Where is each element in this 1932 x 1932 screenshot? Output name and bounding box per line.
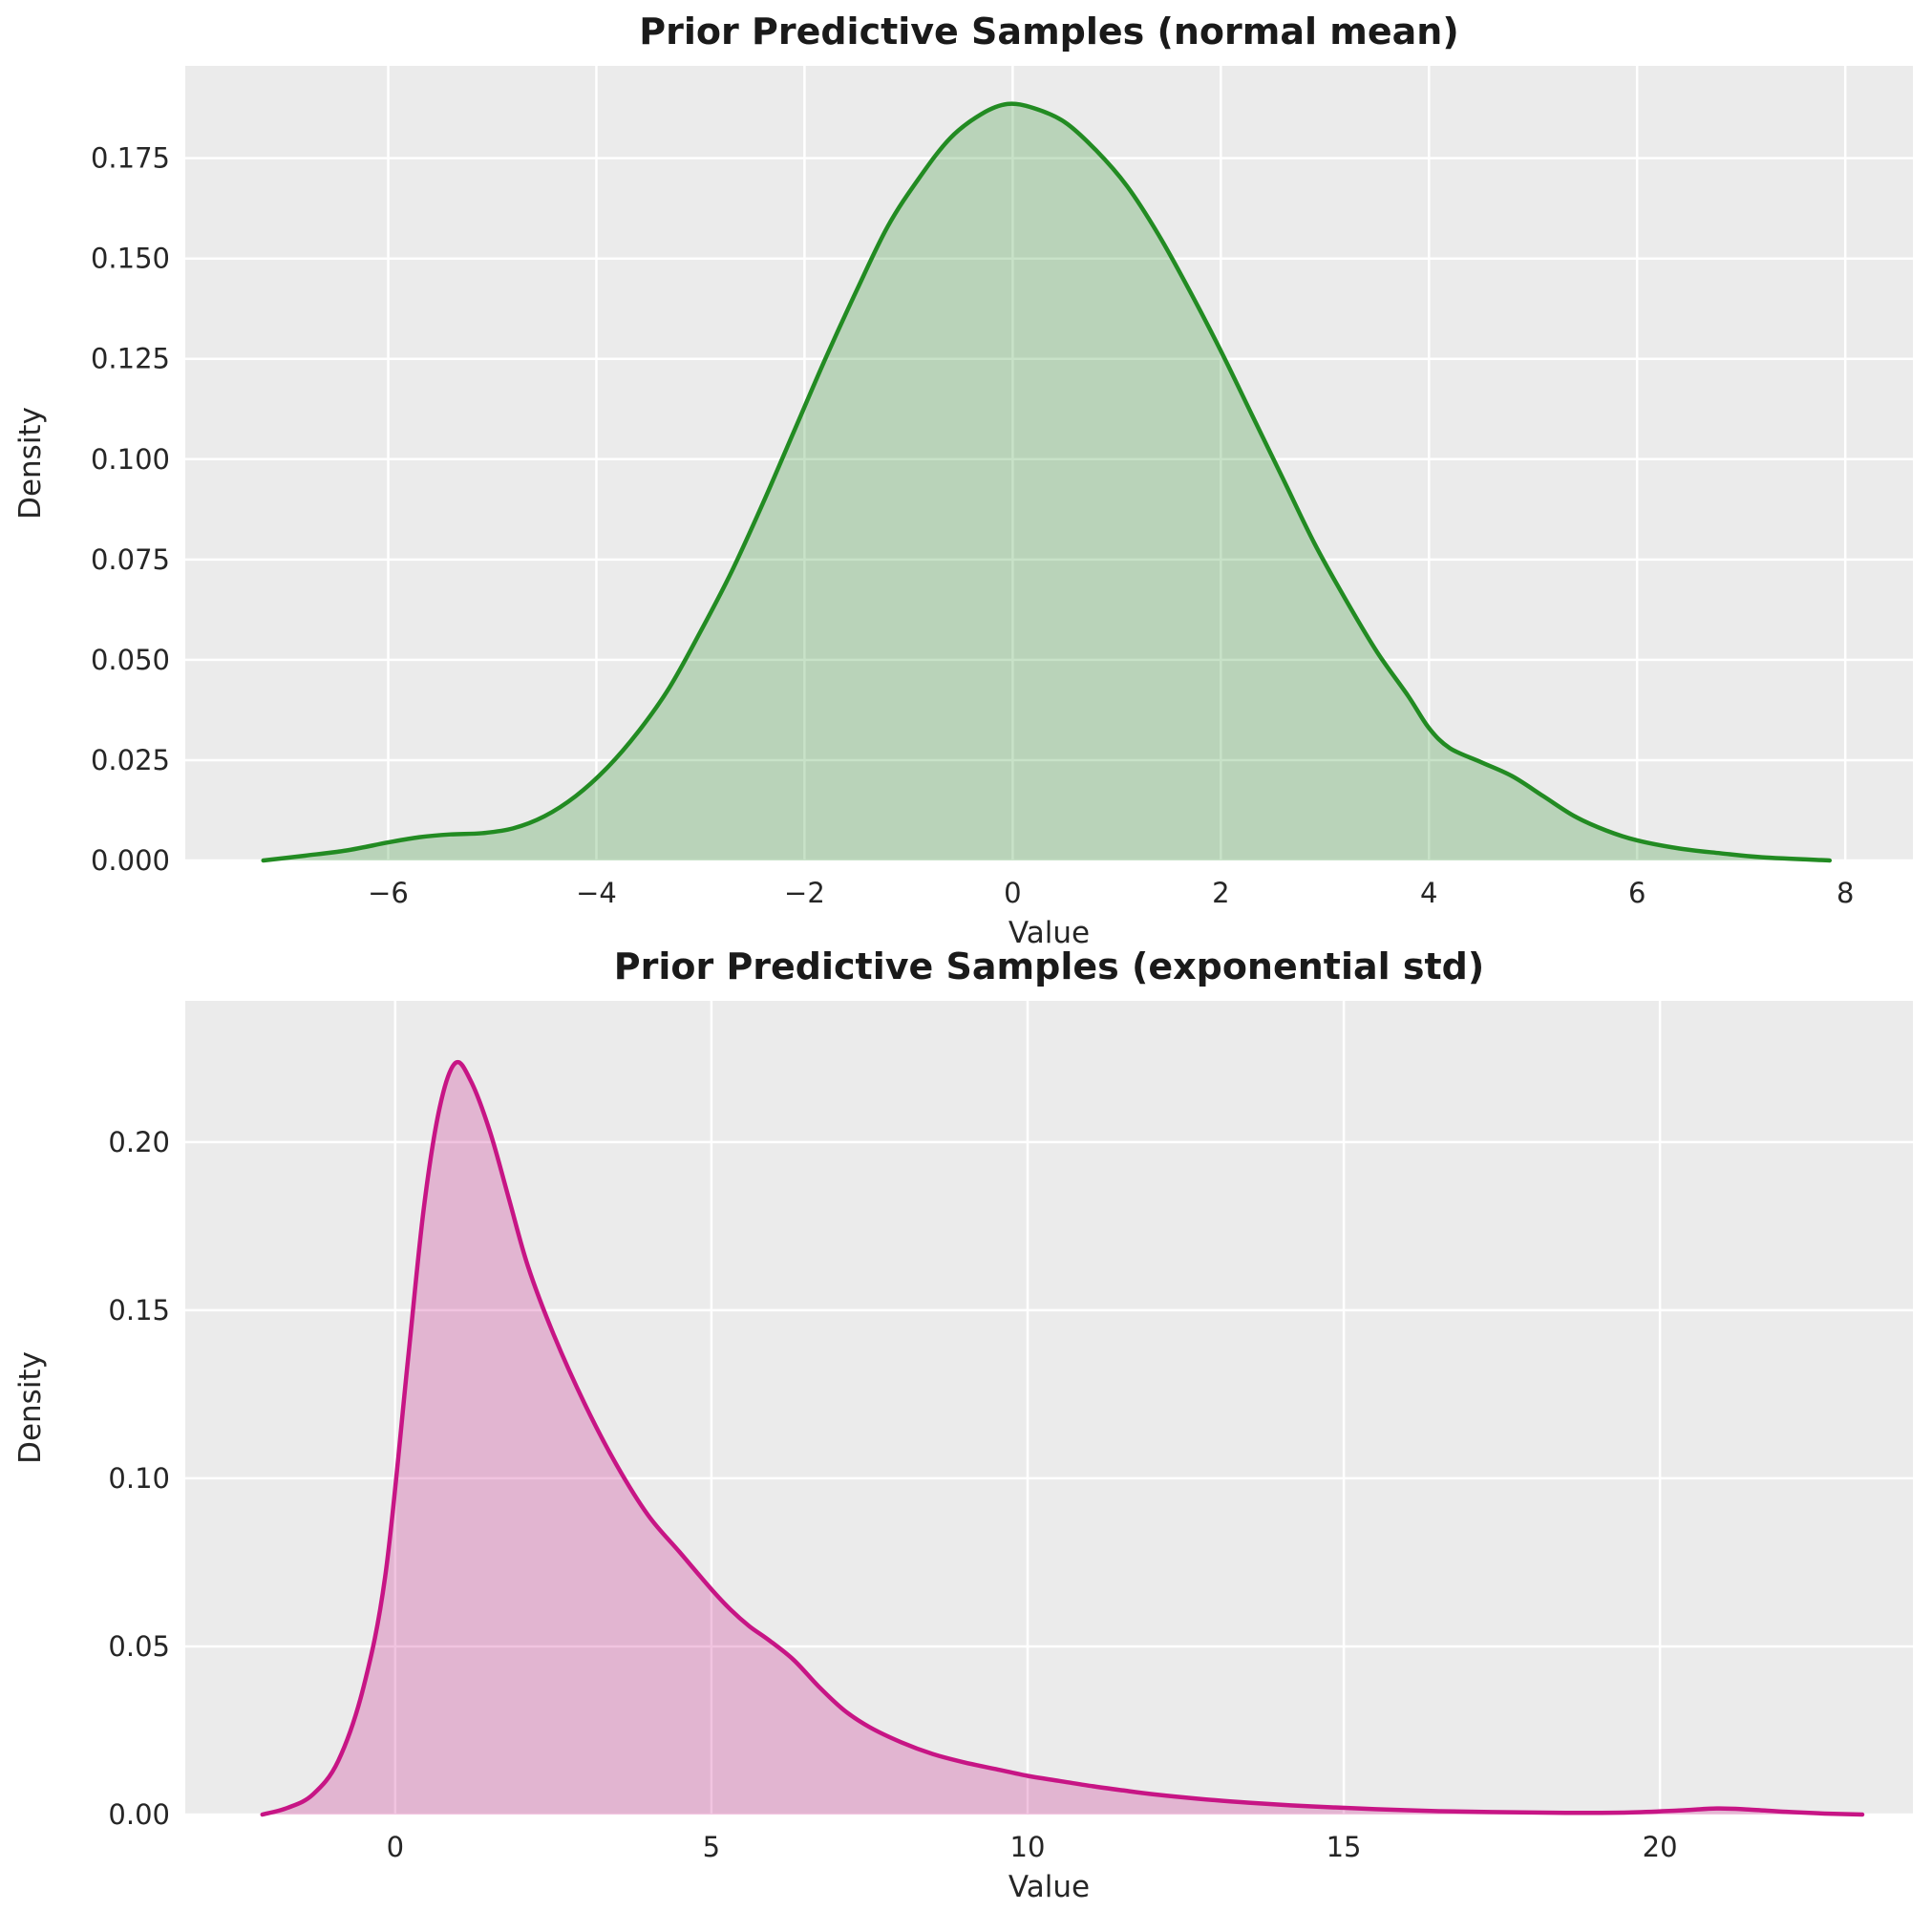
kde-line-prior-predictive-normal-mean: [261, 101, 1833, 863]
y-tick-label: 0.025: [91, 744, 170, 776]
y-tick-label: 0.075: [91, 543, 170, 576]
x-tick-label: 5: [703, 1831, 720, 1863]
y-tick-label: 0.00: [108, 1798, 170, 1831]
x-tick-label: 10: [1010, 1831, 1046, 1863]
x-axis-label: Value: [1008, 1870, 1090, 1904]
grid: [185, 1001, 1913, 1816]
subplot-normal-mean: Prior Predictive Samples (normal mean) −6…: [13, 11, 1913, 950]
y-tick-label: 0.100: [91, 443, 170, 476]
x-tick-label: 0: [1004, 877, 1021, 909]
y-tick-label: 0.000: [91, 844, 170, 877]
plot-title: Prior Predictive Samples (normal mean): [639, 11, 1458, 53]
plot-title: Prior Predictive Samples (exponential st…: [614, 945, 1485, 987]
x-tick-label: 6: [1628, 877, 1645, 909]
subplot-exponential-std: Prior Predictive Samples (exponential st…: [13, 945, 1913, 1904]
kde-fill-prior-predictive-normal-mean: [263, 103, 1830, 861]
kde-fill-prior-predictive-exponential-std: [262, 1062, 1863, 1815]
plot-area: [185, 1001, 1913, 1815]
y-tick-label: 0.20: [108, 1126, 170, 1158]
y-tick-label: 0.150: [91, 243, 170, 275]
x-tick-label: 4: [1420, 877, 1437, 909]
grid: [185, 66, 1913, 862]
x-tick-label: −6: [368, 877, 409, 909]
kde-line-prior-predictive-exponential-std: [260, 1059, 1865, 1817]
y-tick-label: 0.175: [91, 142, 170, 175]
y-tick-label: 0.10: [108, 1462, 170, 1495]
x-tick-label: 20: [1643, 1831, 1678, 1863]
x-tick-label: 2: [1212, 877, 1229, 909]
x-tick-label: 8: [1836, 877, 1854, 909]
x-tick-label: −2: [784, 877, 825, 909]
y-tick-label: 0.125: [91, 343, 170, 375]
x-axis-label: Value: [1008, 916, 1090, 950]
plot-area: [185, 66, 1913, 860]
y-axis-label: Density: [13, 407, 48, 520]
x-tick-label: −4: [576, 877, 617, 909]
y-tick-label: 0.15: [108, 1294, 170, 1327]
x-tick-label: 15: [1327, 1831, 1362, 1863]
x-tick-label: 0: [387, 1831, 404, 1863]
y-tick-label: 0.050: [91, 644, 170, 676]
y-axis-label: Density: [13, 1351, 48, 1464]
y-tick-label: 0.05: [108, 1630, 170, 1663]
